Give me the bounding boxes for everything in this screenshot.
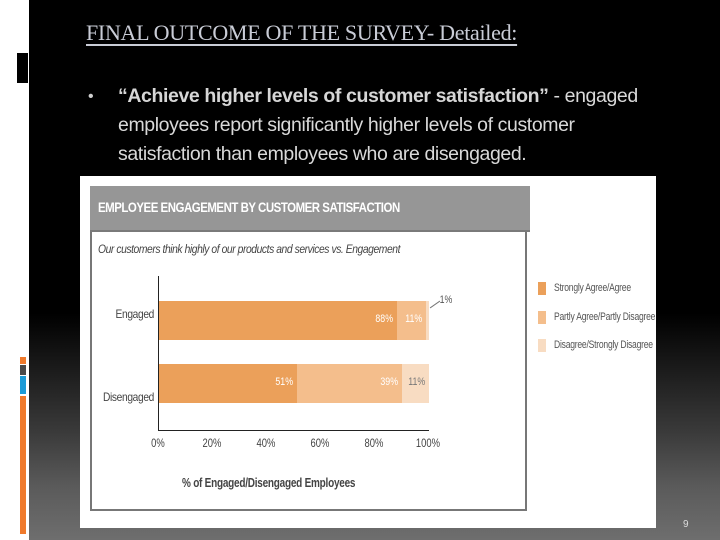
data-label: 11% (405, 313, 423, 325)
x-tick: 80% (364, 438, 384, 450)
chart-frame (90, 186, 527, 511)
x-tick: 20% (202, 438, 222, 450)
chart-header: EMPLOYEE ENGAGEMENT BY CUSTOMER SATISFAC… (90, 186, 530, 232)
legend-label: Disagree/Strongly Disagree (554, 339, 653, 351)
data-label: 39% (380, 376, 398, 388)
x-tick: 0% (151, 438, 165, 450)
x-tick: 60% (310, 438, 330, 450)
x-tick: 100% (415, 438, 441, 450)
chart-subtitle: Our customers think highly of our produc… (98, 242, 401, 256)
legend-label: Strongly Agree/Agree (554, 282, 631, 294)
x-axis-label: % of Engaged/Disengaged Employees (182, 476, 356, 490)
accent-bar-orange-top (20, 357, 26, 364)
accent-bar-blue (20, 376, 26, 394)
bar-engaged: 88% 11% (159, 301, 429, 340)
segment-engaged-agree: 88% (159, 301, 397, 340)
category-label-disengaged: Disengaged (102, 390, 154, 404)
bullet-point: • “Achieve higher levels of customer sat… (88, 82, 668, 169)
chart-image: EMPLOYEE ENGAGEMENT BY CUSTOMER SATISFAC… (80, 176, 656, 528)
x-tick: 40% (256, 438, 276, 450)
x-axis-line (158, 430, 429, 431)
segment-disengaged-partly: 39% (296, 364, 402, 403)
data-label: 88% (374, 313, 393, 325)
segment-disengaged-agree: 51% (159, 364, 297, 403)
y-axis-line (158, 276, 159, 431)
legend-swatch (538, 310, 546, 324)
legend-swatch (538, 282, 546, 295)
category-label-engaged: Engaged (115, 307, 155, 321)
chart-title: EMPLOYEE ENGAGEMENT BY CUSTOMER SATISFAC… (98, 199, 400, 215)
data-label: 11% (408, 376, 425, 388)
accent-bar-gray (20, 365, 26, 375)
accent-bar-orange-long (20, 396, 26, 534)
slide-title: FINAL OUTCOME OF THE SURVEY- Detailed: (86, 20, 518, 45)
bar-disengaged: 51% 39% 11% (159, 364, 429, 403)
segment-engaged-disagree (426, 301, 429, 340)
legend-label: Partly Agree/Partly Disagree (554, 310, 656, 323)
bullet-body: - engaged employees report significantly… (118, 85, 638, 165)
left-marker-block (17, 53, 28, 83)
bullet-marker: • (88, 88, 94, 105)
segment-engaged-partly: 11% (396, 301, 427, 340)
data-label: 51% (275, 376, 293, 388)
segment-disengaged-disagree: 11% (401, 364, 429, 403)
page-number: 9 (683, 519, 689, 530)
callout-label-engaged-disagree: 1% (439, 294, 453, 306)
bullet-emphasis: “Achieve higher levels of customer satis… (118, 85, 549, 107)
legend-swatch (538, 339, 546, 352)
